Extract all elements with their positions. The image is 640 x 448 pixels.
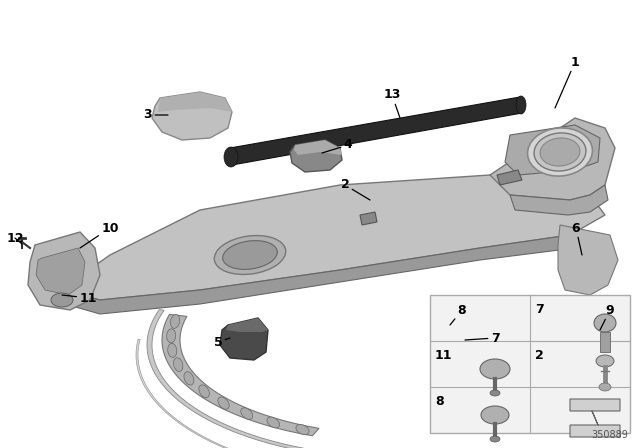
Polygon shape [60,175,605,300]
Polygon shape [490,118,615,200]
Ellipse shape [184,372,194,385]
Ellipse shape [224,147,238,167]
Polygon shape [158,92,232,112]
Ellipse shape [223,241,277,269]
Text: 8: 8 [435,395,444,408]
Text: 5: 5 [214,336,230,349]
Text: 2: 2 [535,349,544,362]
Ellipse shape [481,406,509,424]
Polygon shape [58,235,575,314]
Bar [430,295,630,433]
Text: 7: 7 [535,303,544,316]
Ellipse shape [241,408,253,419]
Ellipse shape [594,314,616,332]
Ellipse shape [267,417,280,428]
Ellipse shape [199,385,209,398]
Text: 3: 3 [144,108,168,121]
Polygon shape [220,318,268,360]
Ellipse shape [490,390,500,396]
Text: 4: 4 [322,138,353,153]
Polygon shape [505,125,600,175]
Ellipse shape [296,425,309,435]
Text: 13: 13 [383,89,401,118]
Polygon shape [36,248,85,295]
Ellipse shape [168,343,177,358]
Text: 2: 2 [340,178,370,200]
Polygon shape [28,232,100,310]
Ellipse shape [173,358,183,371]
Text: 11: 11 [62,292,97,305]
Polygon shape [360,212,377,225]
Ellipse shape [516,96,526,114]
Text: 12: 12 [6,232,24,245]
Polygon shape [570,399,620,437]
Text: 6: 6 [572,221,582,255]
Ellipse shape [599,383,611,391]
Text: 10: 10 [80,221,119,248]
Polygon shape [230,97,522,165]
Polygon shape [136,339,349,448]
Ellipse shape [534,133,586,171]
Polygon shape [290,140,342,172]
Text: 1: 1 [555,56,579,108]
Ellipse shape [166,329,176,343]
Bar [600,332,610,352]
Ellipse shape [51,293,73,307]
Polygon shape [162,314,319,436]
Text: 11: 11 [435,349,452,362]
Ellipse shape [490,436,500,442]
Polygon shape [147,310,323,448]
Text: 7: 7 [465,332,499,345]
Polygon shape [226,318,268,332]
Text: 8: 8 [450,303,467,325]
Polygon shape [497,170,522,185]
Ellipse shape [540,138,580,166]
Ellipse shape [480,359,510,379]
Polygon shape [558,225,618,295]
Ellipse shape [218,397,229,409]
Polygon shape [510,185,608,215]
Text: 350889: 350889 [591,430,628,440]
Polygon shape [294,140,342,155]
Ellipse shape [527,128,593,176]
Ellipse shape [596,355,614,367]
Text: 9: 9 [600,303,614,330]
Ellipse shape [214,236,285,275]
Polygon shape [152,92,232,140]
Ellipse shape [170,314,180,328]
